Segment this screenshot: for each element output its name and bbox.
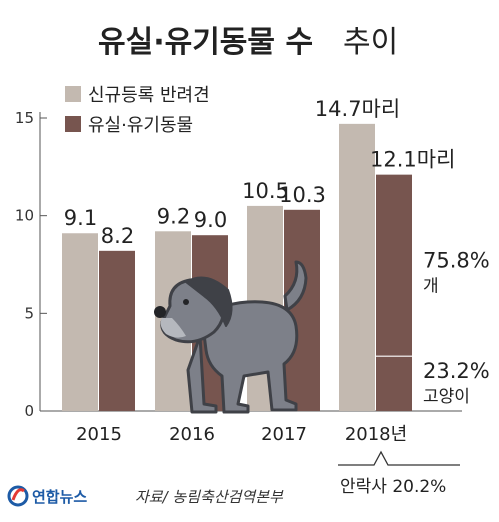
x-tick-label: 2017 (261, 424, 307, 445)
value-label: 9.1 (64, 206, 97, 230)
breakdown-dog-label: 개 (423, 276, 439, 296)
legend-swatch-registered (65, 86, 81, 102)
bar-abandoned (284, 209, 320, 411)
bar-abandoned (376, 174, 412, 411)
value-label: 9.0 (194, 208, 227, 232)
bar-registered (339, 123, 375, 412)
x-tick-label: 2015 (76, 424, 122, 445)
chart-title-sub: 추이 (343, 25, 398, 60)
value-label: 10.5 (242, 179, 289, 203)
value-label: 8.2 (101, 224, 134, 248)
value-label: 12.1마리 (370, 148, 455, 172)
euthanasia-callout: 안락사 20.2% (338, 450, 460, 497)
x-tick-label: 2018년 (345, 424, 407, 445)
breakdown-cat-label: 고양이 (423, 387, 470, 407)
x-tick-label: 2016 (169, 424, 215, 445)
chart-title: 유실·유기동물 수 (98, 25, 313, 60)
y-tick-label: 10 (15, 207, 34, 225)
dog-illustration (154, 260, 308, 414)
breakdown-2018: 75.8% 개 23.2% 고양이 (376, 248, 490, 407)
value-label: 9.2 (157, 204, 190, 228)
breakdown-cat-pct: 23.2% (423, 359, 490, 383)
yonhap-logo: 연합뉴스 (7, 485, 87, 507)
legend-label-registered: 신규등록 반려견 (88, 85, 210, 106)
value-label: 14.7마리 (315, 97, 400, 121)
legend-label-abandoned: 유실·유기동물 (88, 115, 193, 136)
y-tick-label: 0 (24, 402, 34, 420)
bar-abandoned (99, 250, 135, 411)
source-note: 자료/ 농림축산검역본부 (135, 488, 284, 506)
value-labels: 9.18.2 2015 9.2 9.0 2016 10.510.3 2017 14.7마리 12… (64, 97, 456, 445)
y-tick-label: 5 (24, 304, 34, 322)
breakdown-dog-pct: 75.8% (423, 248, 490, 272)
value-label: 10.3 (279, 183, 326, 207)
euthanasia-label: 안락사 20.2% (340, 477, 446, 497)
y-tick-label: 15 (15, 109, 34, 127)
logo-mark-icon (7, 485, 29, 507)
bar-registered (62, 233, 98, 411)
legend-swatch-abandoned (65, 116, 81, 132)
logo-text: 연합뉴스 (32, 488, 87, 506)
